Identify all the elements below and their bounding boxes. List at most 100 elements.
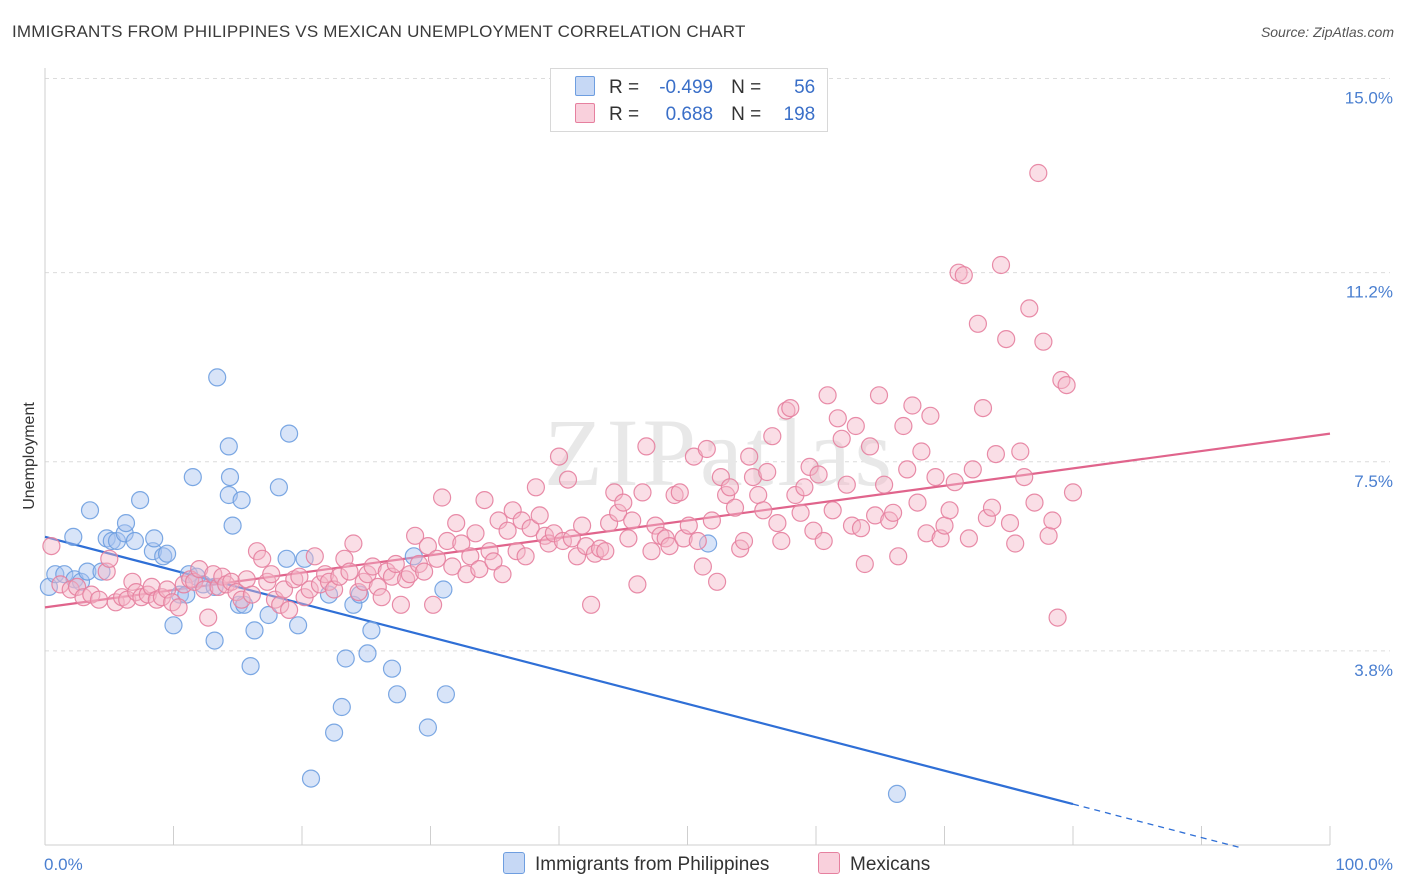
- point-mexicans: [660, 536, 679, 556]
- point-mexicans: [415, 562, 434, 581]
- point-philippines: [64, 527, 83, 547]
- series-legend-mexicans[interactable]: Mexicans: [818, 852, 930, 876]
- point-mexicans: [665, 485, 684, 505]
- point-philippines: [219, 437, 238, 456]
- point-mexicans: [285, 570, 304, 589]
- point-mexicans: [697, 439, 716, 459]
- point-philippines: [116, 513, 136, 533]
- point-mexicans: [633, 483, 652, 502]
- y-axis-label: Unemployment: [21, 402, 38, 510]
- point-mexicans: [590, 539, 610, 558]
- point-mexicans: [968, 314, 988, 333]
- point-mexicans: [433, 488, 452, 507]
- point-mexicans: [466, 524, 485, 543]
- point-philippines: [158, 544, 177, 563]
- point-philippines: [388, 685, 407, 704]
- point-mexicans: [1015, 468, 1034, 487]
- point-mexicans: [271, 595, 290, 614]
- point-mexicans: [1000, 513, 1020, 533]
- point-mexicans: [475, 491, 494, 510]
- point-mexicans: [558, 470, 578, 489]
- legend-n-value: 198: [783, 104, 816, 125]
- point-mexicans: [711, 468, 731, 487]
- y-tick-label: 7.5%: [1354, 472, 1393, 491]
- point-mexicans: [349, 582, 368, 602]
- point-mexicans: [832, 429, 851, 448]
- point-philippines: [358, 644, 377, 663]
- legend-n-label: N =: [731, 104, 762, 125]
- data-points: [39, 163, 1083, 804]
- point-mexicans: [452, 534, 471, 553]
- point-mexicans: [386, 554, 405, 574]
- point-mexicans: [190, 559, 209, 579]
- legend-r-label: R =: [609, 104, 640, 125]
- point-mexicans: [781, 399, 800, 418]
- point-mexicans: [720, 478, 740, 497]
- point-mexicans: [846, 416, 865, 436]
- point-mexicans: [837, 475, 856, 494]
- point-philippines: [241, 656, 260, 676]
- point-mexicans: [400, 565, 419, 584]
- point-mexicans: [581, 595, 601, 614]
- point-philippines: [97, 529, 116, 548]
- point-mexicans: [290, 567, 309, 586]
- point-mexicans: [305, 547, 324, 566]
- point-mexicans: [123, 572, 142, 591]
- point-philippines: [362, 621, 381, 640]
- point-mexicans: [818, 386, 837, 405]
- trend-line-philippines: [44, 535, 1074, 806]
- point-mexicans: [608, 503, 628, 522]
- point-philippines: [280, 424, 299, 443]
- point-mexicans: [954, 266, 973, 285]
- point-mexicans: [991, 255, 1011, 275]
- y-tick-label: 3.8%: [1354, 661, 1393, 680]
- point-mexicans: [898, 460, 917, 479]
- point-mexicans: [521, 519, 540, 538]
- point-mexicans: [507, 542, 526, 561]
- point-mexicans: [438, 531, 457, 551]
- point-mexicans: [768, 513, 787, 533]
- source-label: Source: ZipAtlas.com: [1260, 24, 1394, 40]
- point-mexicans: [973, 399, 993, 418]
- point-mexicans: [1052, 370, 1071, 390]
- point-mexicans: [1057, 376, 1076, 395]
- point-philippines: [418, 718, 437, 737]
- point-mexicans: [963, 460, 982, 479]
- point-mexicans: [242, 585, 261, 604]
- point-mexicans: [791, 503, 810, 522]
- point-mexicans: [516, 547, 535, 566]
- point-mexicans: [503, 501, 522, 520]
- point-mexicans: [651, 526, 670, 545]
- point-mexicans: [693, 557, 713, 576]
- point-mexicans: [443, 557, 462, 576]
- gridlines: [45, 78, 1390, 652]
- point-mexicans: [614, 493, 633, 512]
- point-philippines: [289, 616, 308, 635]
- point-philippines: [80, 501, 100, 520]
- point-mexicans: [986, 445, 1006, 464]
- point-mexicans: [1006, 534, 1025, 553]
- point-mexicans: [406, 526, 425, 545]
- point-mexicans: [222, 572, 241, 591]
- point-mexicans: [253, 549, 272, 568]
- legend-row-mexicans: R = 0.688 N = 198: [575, 103, 815, 125]
- point-mexicans: [743, 468, 763, 487]
- point-mexicans: [1039, 526, 1058, 545]
- y-tick-label: 15.0%: [1345, 89, 1393, 108]
- point-mexicans: [921, 406, 940, 425]
- series-legend-philippines[interactable]: Immigrants from Philippines: [503, 852, 769, 876]
- point-mexicans: [112, 588, 132, 607]
- point-mexicans: [628, 575, 647, 594]
- point-philippines: [208, 368, 227, 387]
- x-tick-label: 100.0%: [1335, 855, 1393, 874]
- point-mexicans: [997, 330, 1016, 349]
- tick-labels: 3.8% 7.5% 11.2% 15.0% 0.0% 100.0%: [44, 89, 1393, 875]
- point-mexicans: [427, 549, 446, 568]
- point-philippines: [245, 621, 264, 640]
- point-philippines: [125, 531, 144, 551]
- point-mexicans: [1043, 511, 1062, 530]
- point-mexicans: [809, 465, 828, 484]
- point-mexicans: [740, 447, 759, 466]
- point-mexicans: [232, 590, 251, 609]
